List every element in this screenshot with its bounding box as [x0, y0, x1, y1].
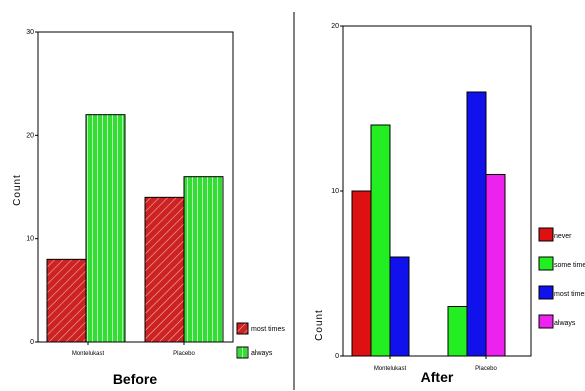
bar-never-montelukast — [351, 190, 372, 357]
y-tick-label: 20 — [331, 23, 339, 30]
x-tick-label: Placebo — [475, 366, 497, 372]
legend-label: most times — [554, 291, 585, 298]
bar-most-times-placebo — [144, 196, 185, 343]
y-tick-label: 20 — [26, 132, 34, 139]
y-tick-label: 10 — [26, 236, 34, 243]
x-tick-label: Placebo — [173, 351, 195, 357]
bar-some-times-montelukast — [370, 124, 391, 357]
x-tick-label: Montelukast — [72, 351, 105, 357]
y-axis-label: Count — [314, 309, 325, 341]
legend-swatch — [236, 322, 249, 335]
chart-caption: After — [421, 369, 454, 385]
bar-always-placebo — [485, 174, 506, 357]
legend-label: always — [251, 350, 273, 357]
legend-swatch — [538, 256, 554, 271]
legend-label: some times — [554, 262, 585, 269]
y-tick-label: 0 — [30, 339, 34, 346]
chart-before: Count Before 0 10 20 30 Montelukast Placebo mo… — [12, 29, 285, 387]
chart-after: Count After 0 10 20 Montelukast Placebo never… — [314, 23, 585, 385]
legend-label: never — [554, 233, 572, 240]
bar-most-times-montelukast — [46, 258, 87, 343]
legend-swatch — [236, 346, 249, 359]
legend-swatch — [538, 314, 554, 329]
plot-frame — [37, 31, 234, 343]
bar-always-montelukast — [85, 114, 126, 343]
legend-label: most times — [251, 326, 285, 333]
legend-swatch — [538, 285, 554, 300]
y-tick-label: 0 — [335, 353, 339, 360]
bar-most-times-placebo — [466, 91, 487, 357]
x-tick-label: Montelukast — [374, 366, 407, 372]
y-tick-label: 30 — [26, 29, 34, 36]
legend-swatch — [538, 227, 554, 242]
legend-label: always — [554, 320, 576, 327]
bar-always-placebo — [183, 176, 224, 343]
bar-some-times-placebo — [447, 306, 468, 357]
bar-most-times-montelukast — [389, 256, 410, 357]
chart-caption: Before — [113, 371, 158, 387]
y-tick-label: 10 — [331, 188, 339, 195]
y-axis-label: Count — [12, 174, 23, 206]
